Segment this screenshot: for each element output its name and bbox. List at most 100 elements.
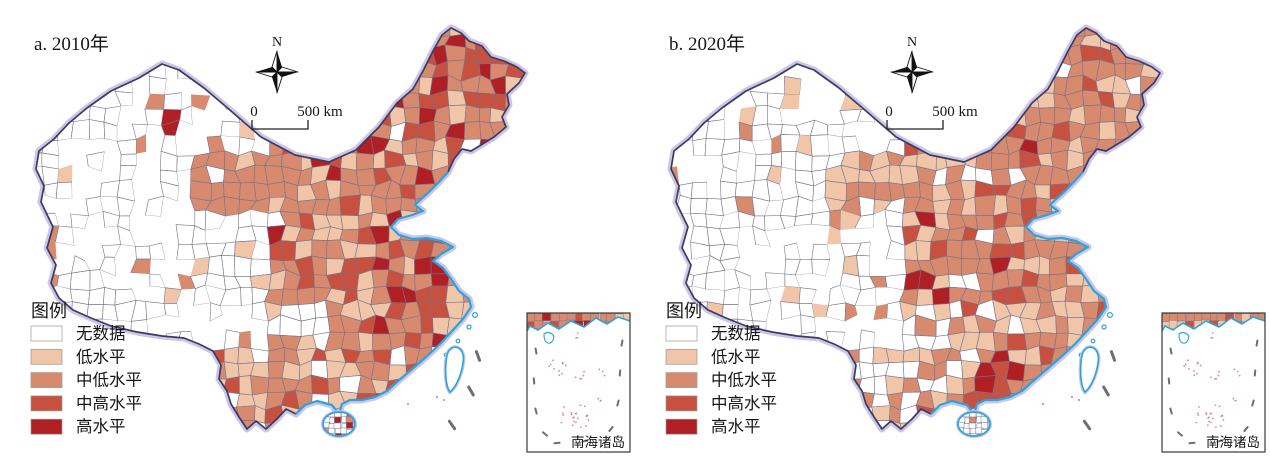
inset-island-dot: [548, 365, 551, 368]
inset-boundary-dash: [1167, 377, 1171, 385]
inset-island-dot: [558, 370, 560, 372]
coastal-islet: [1101, 324, 1107, 330]
inset-island-dot: [1218, 405, 1221, 408]
boundary-dash: [1102, 385, 1110, 397]
inset-island-dot: [598, 368, 601, 371]
inset-island-dot: [576, 336, 579, 339]
inset-island-dot: [1233, 368, 1236, 371]
inset-island-dot: [560, 372, 563, 375]
inset-coastline: [526, 316, 631, 332]
inset-island-dot: [1218, 370, 1220, 373]
legend-title: 图例: [666, 301, 702, 321]
inset-island-dot: [1198, 406, 1200, 408]
inset-island-dot: [1236, 370, 1239, 373]
inset-island-dot: [586, 414, 589, 417]
small-island-dot: [1078, 399, 1080, 401]
inset-island-dot: [572, 416, 575, 419]
inset-island-dot: [579, 426, 582, 429]
scale-distance: 500 km: [932, 104, 978, 120]
boundary-dash: [1109, 350, 1117, 362]
inset-island-dot: [575, 412, 578, 415]
inset-boundary-dash: [1255, 339, 1259, 347]
inset-boundary-dash: [1253, 369, 1257, 377]
inset-island-dot: [1207, 416, 1210, 419]
scale-bar-line: [886, 120, 944, 130]
hainan-island: [321, 410, 357, 438]
inset-island-dot: [1220, 425, 1222, 428]
scale-bar-line: [251, 120, 309, 130]
inset-island-dot: [582, 374, 585, 377]
legend-swatch: [665, 372, 698, 388]
inset-boundary-dash: [581, 439, 589, 443]
legend-title: 图例: [31, 301, 67, 321]
inset-label: 南海诸岛: [571, 435, 625, 450]
inset-island-dot: [1208, 420, 1211, 423]
inset-boundary-dash: [616, 399, 620, 407]
inset-island-dot: [1205, 411, 1208, 414]
legend-label: 低水平: [711, 347, 761, 366]
inset-island-dot: [583, 405, 586, 408]
inset-island-dot: [1195, 372, 1198, 375]
small-island-dot: [407, 403, 409, 405]
inset-island-dot: [587, 419, 590, 421]
china-choropleth-2020: b. 2020年 N 0 500 km 图例 无数据低水平中低水平中高水平高水平…: [665, 24, 1266, 453]
legend-swatch: [665, 418, 698, 435]
small-island-dot: [1042, 403, 1044, 405]
inset-island-dot: [1210, 421, 1212, 424]
inset-hainan: [1178, 331, 1190, 344]
legend-swatch: [30, 372, 63, 388]
inset-island-dot: [1209, 376, 1212, 379]
inset-island-dot: [583, 370, 585, 373]
inset-island-dot: [563, 406, 565, 408]
inset-boundary-dash: [608, 426, 614, 432]
inset-frame: [1161, 312, 1266, 453]
inset-island-dot: [580, 377, 583, 380]
scale-zero: 0: [250, 104, 258, 120]
inset-island-dot: [1196, 412, 1199, 415]
inset-island-dot: [1214, 426, 1217, 429]
inset-boundary-dash: [1251, 399, 1255, 407]
inset-island-dot: [570, 413, 573, 416]
inset-island-dot: [574, 376, 577, 379]
inset-island-dot: [1187, 359, 1189, 362]
hainan-island: [956, 410, 992, 438]
inset-island-dot: [1197, 414, 1200, 417]
map-panel-2010: a. 2010年 N 0 500 km 图例 无数据 低水平 中低水平 中高水平 高水平…: [30, 24, 631, 453]
legend-swatch: [30, 325, 63, 342]
south-china-sea-inset: [1161, 312, 1266, 453]
small-island-dot: [443, 399, 445, 401]
compass-star-icon: [255, 50, 299, 94]
south-china-sea-inset: [526, 312, 631, 453]
inset-island-dot: [603, 374, 606, 377]
legend-label: 中高水平: [711, 394, 777, 413]
boundary-dash: [467, 385, 475, 397]
inset-boundary-dash: [618, 369, 622, 377]
inset-island-dot: [573, 420, 576, 423]
small-island-dot: [1071, 396, 1073, 398]
coastal-islet: [466, 324, 472, 330]
inset-coastline: [1161, 316, 1266, 332]
inset-island-dot: [558, 374, 561, 377]
inset-island-dot: [1195, 421, 1198, 424]
inset-island-dot: [571, 424, 574, 427]
inset-island-dot: [1214, 404, 1217, 407]
inset-boundary-dash: [620, 339, 624, 347]
inset-boundary-dash: [1243, 426, 1249, 432]
inset-island-dot: [1238, 374, 1241, 377]
inset-island-dot: [562, 362, 564, 365]
inset-island-dot: [599, 399, 602, 402]
boundary-dash: [447, 419, 457, 431]
inset-island-dot: [552, 359, 554, 362]
legend-label: 中低水平: [76, 371, 142, 390]
legend-swatch: [30, 348, 63, 365]
inset-boundary-dash: [1177, 431, 1183, 437]
boundary-dash: [474, 350, 482, 362]
legend-swatch: [665, 325, 698, 342]
inset-island-dot: [601, 370, 604, 373]
inset-island-dot: [1199, 364, 1202, 367]
land-border: [35, 27, 526, 430]
inset-island-dot: [579, 404, 582, 407]
legend-label: 中高水平: [76, 394, 142, 413]
